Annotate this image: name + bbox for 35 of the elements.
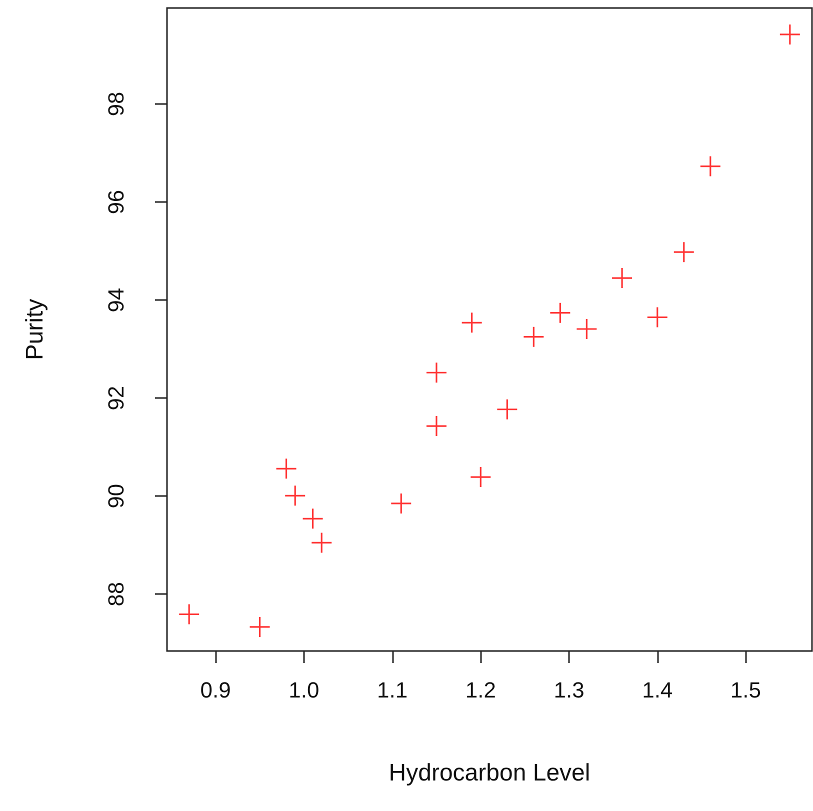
- point: [674, 242, 694, 262]
- point: [250, 616, 270, 637]
- point: [780, 24, 800, 44]
- point: [391, 493, 412, 514]
- point: [462, 312, 482, 333]
- y-tick-label: 98: [104, 92, 128, 116]
- x-axis-title: Hydrocarbon Level: [388, 760, 590, 786]
- y-tick-label: 96: [104, 190, 128, 214]
- point: [612, 268, 632, 288]
- x-tick-label: 1.3: [554, 678, 584, 702]
- y-tick-label: 90: [104, 484, 128, 508]
- point: [426, 362, 446, 383]
- point: [276, 458, 296, 479]
- point: [647, 307, 668, 328]
- x-tick-label: 1.1: [377, 678, 408, 702]
- y-tick-label: 88: [104, 582, 128, 606]
- point: [497, 399, 518, 420]
- point: [576, 319, 597, 340]
- x-tick-label: 1.2: [465, 678, 496, 702]
- point: [312, 532, 332, 553]
- point: [426, 416, 446, 436]
- x-tick-label: 0.9: [200, 678, 231, 702]
- x-tick-label: 1.4: [642, 678, 673, 702]
- x-tick-label: 1.0: [288, 678, 320, 702]
- point: [302, 508, 323, 529]
- point: [179, 604, 200, 624]
- point: [470, 467, 491, 488]
- y-axis-title: Purity: [22, 298, 48, 360]
- point: [285, 486, 306, 506]
- y-tick-label: 94: [104, 288, 128, 312]
- point: [550, 302, 570, 323]
- point: [700, 156, 720, 176]
- y-tick-label: 92: [104, 386, 128, 410]
- x-tick-label: 1.5: [730, 678, 762, 702]
- point: [524, 326, 544, 347]
